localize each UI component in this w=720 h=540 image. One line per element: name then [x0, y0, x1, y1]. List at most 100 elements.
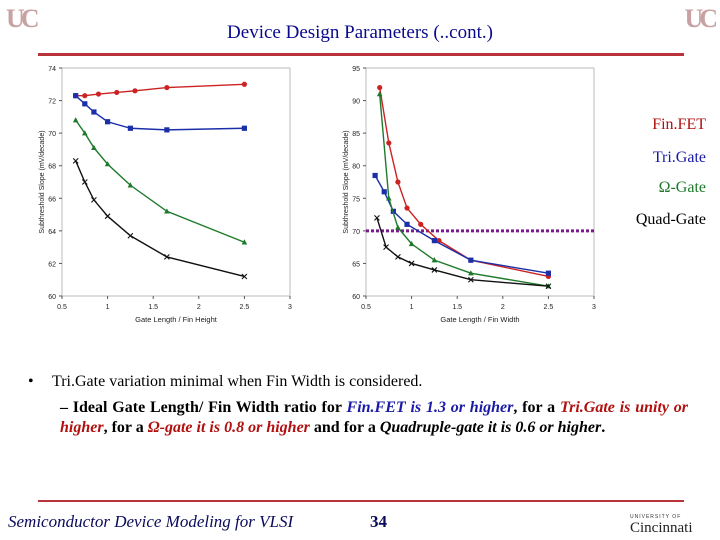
cincinnati-logo-small: UNIVERSITY OF: [630, 514, 682, 520]
right-plot-frame: [365, 67, 595, 297]
left-point-omega: [241, 239, 248, 245]
sub-trigate: Tri.Gate: [559, 399, 615, 416]
sub-finfet: Fin.FET: [346, 399, 406, 416]
left-point-omega: [91, 144, 97, 150]
left-y-tick-label: 74: [48, 66, 56, 73]
right-point-omega: [468, 270, 474, 276]
left-x-tick-label: 1.5: [148, 304, 158, 311]
right-y-tick-label: 80: [352, 164, 360, 171]
right-y-tick-label: 90: [352, 99, 360, 106]
uc-logo-right: UC: [684, 4, 718, 33]
right-point-quad: [395, 254, 401, 260]
legend-finfet: Fin.FET: [652, 116, 706, 133]
right-y-tick-label: 70: [352, 229, 360, 236]
left-point-finfet: [95, 91, 102, 97]
right-point-trigate: [468, 257, 474, 263]
right-y-tick-label: 95: [352, 66, 360, 73]
right-x-tick-label: 2: [501, 304, 505, 311]
right-y-axis-label: Subthreshold Slope (mV/decade): [343, 130, 350, 233]
left-series-trigate-line: [75, 95, 245, 131]
left-point-trigate: [241, 125, 247, 131]
right-x-axis-label: Gate Length / Fin Width: [440, 315, 519, 324]
left-point-omega: [127, 182, 134, 188]
legend-omega: Ω-Gate: [658, 179, 706, 196]
right-series-omega-line: [378, 93, 549, 287]
right-point-quad: [383, 244, 389, 251]
right-x-tick-label: 0.5: [361, 304, 371, 311]
right-x-tick-label: 1.5: [452, 304, 462, 311]
uc-logo-left: UC: [6, 4, 40, 33]
left-plot-frame: [61, 67, 291, 297]
right-point-omega: [376, 91, 383, 97]
right-x-tick-label: 2.5: [544, 304, 554, 311]
left-x-tick-label: 3: [288, 304, 292, 311]
left-x-tick-label: 0.5: [57, 304, 67, 311]
left-y-tick-label: 60: [48, 294, 56, 301]
left-x-axis-label: Gate Length / Fin Height: [135, 315, 218, 324]
slide-title: Device Design Parameters (..cont.): [227, 22, 493, 43]
left-point-trigate: [73, 93, 79, 99]
footer-course-title: Semiconductor Device Modeling for VLSI: [8, 512, 294, 531]
right-point-finfet: [404, 205, 410, 211]
right-point-finfet: [418, 221, 424, 227]
left-y-tick-label: 66: [48, 196, 56, 203]
right-point-omega: [408, 240, 415, 247]
right-point-trigate: [372, 172, 378, 179]
legend-trigate: Tri.Gate: [652, 149, 706, 166]
right-point-quad: [467, 276, 474, 283]
left-point-quad: [81, 179, 88, 185]
left-x-tick-label: 2.5: [240, 304, 250, 311]
sub-omega: Ω-gate: [147, 419, 193, 436]
right-y-tick-label: 75: [352, 196, 360, 203]
left-point-quad: [72, 157, 79, 164]
right-point-trigate: [404, 221, 410, 227]
left-point-quad: [91, 197, 97, 203]
chart-fin-width-svg: 60 65 70 75 80 85 90 95 0.5 1 1.5 2 2.5 3 Gate Length …: [343, 66, 596, 324]
left-y-tick-label: 70: [48, 131, 56, 138]
right-point-omega: [431, 257, 438, 263]
sub-and-for: and for a: [309, 419, 380, 436]
left-point-trigate: [82, 101, 88, 107]
left-point-trigate: [127, 125, 133, 131]
right-point-trigate: [545, 270, 551, 276]
right-point-finfet: [395, 179, 401, 185]
left-series-omega-line: [75, 119, 245, 243]
bullet-line-1: Tri.Gate variation minimal when Fin Widt…: [52, 373, 423, 390]
left-y-tick-label: 72: [48, 99, 56, 106]
left-y-tick-label: 68: [48, 164, 56, 171]
chart-fin-height-svg: 60 62 64 66 68 70 72 74 0.5 1 1.5 2 2.5 3 Gate Length …: [39, 66, 292, 324]
sub-finfet-val: is 1.3 or higher: [405, 399, 514, 416]
left-point-finfet: [164, 84, 170, 91]
legend-quad: Quad-Gate: [635, 211, 706, 228]
left-point-trigate: [91, 109, 97, 115]
left-point-omega: [164, 208, 170, 214]
right-series-finfet-line: [378, 87, 549, 278]
left-point-finfet: [82, 93, 88, 99]
sub-trigate-val: is unity or higher: [60, 399, 689, 436]
bullet-line-2: – Ideal Gate Length/ Fin Width ratio for…: [60, 398, 688, 438]
right-point-omega: [386, 195, 392, 201]
sub-omega-val: it is 0.8 or higher: [192, 419, 310, 436]
left-point-omega: [72, 117, 79, 123]
left-point-trigate: [164, 127, 170, 133]
cincinnati-logo-name: Cincinnati: [630, 520, 693, 536]
right-y-tick-label: 60: [352, 294, 360, 301]
left-series-quad-line: [75, 160, 245, 278]
right-point-quad: [431, 267, 438, 273]
right-y-tick-label: 85: [352, 131, 360, 138]
right-point-finfet: [386, 140, 392, 146]
right-point-trigate: [381, 189, 387, 195]
right-point-trigate: [431, 238, 437, 244]
chart-fin-height: 60 62 64 66 68 70 72 74 0.5 1 1.5 2 2.5 3 Gate Length …: [34, 60, 294, 328]
left-x-tick-label: 2: [197, 304, 201, 311]
sub-quad: Quadruple-gate it is 0.6 or higher: [379, 419, 602, 436]
left-point-finfet: [114, 89, 120, 96]
right-series-quad-line: [376, 217, 549, 287]
right-y-tick-label: 65: [352, 261, 360, 268]
sub-period: .: [601, 419, 606, 436]
top-rule: [38, 53, 684, 56]
bottom-rule: [38, 500, 684, 502]
left-point-finfet: [241, 81, 247, 87]
right-point-quad: [545, 283, 552, 290]
left-point-quad: [163, 254, 170, 260]
